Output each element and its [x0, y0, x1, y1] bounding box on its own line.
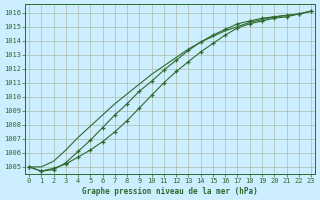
X-axis label: Graphe pression niveau de la mer (hPa): Graphe pression niveau de la mer (hPa)	[82, 187, 258, 196]
